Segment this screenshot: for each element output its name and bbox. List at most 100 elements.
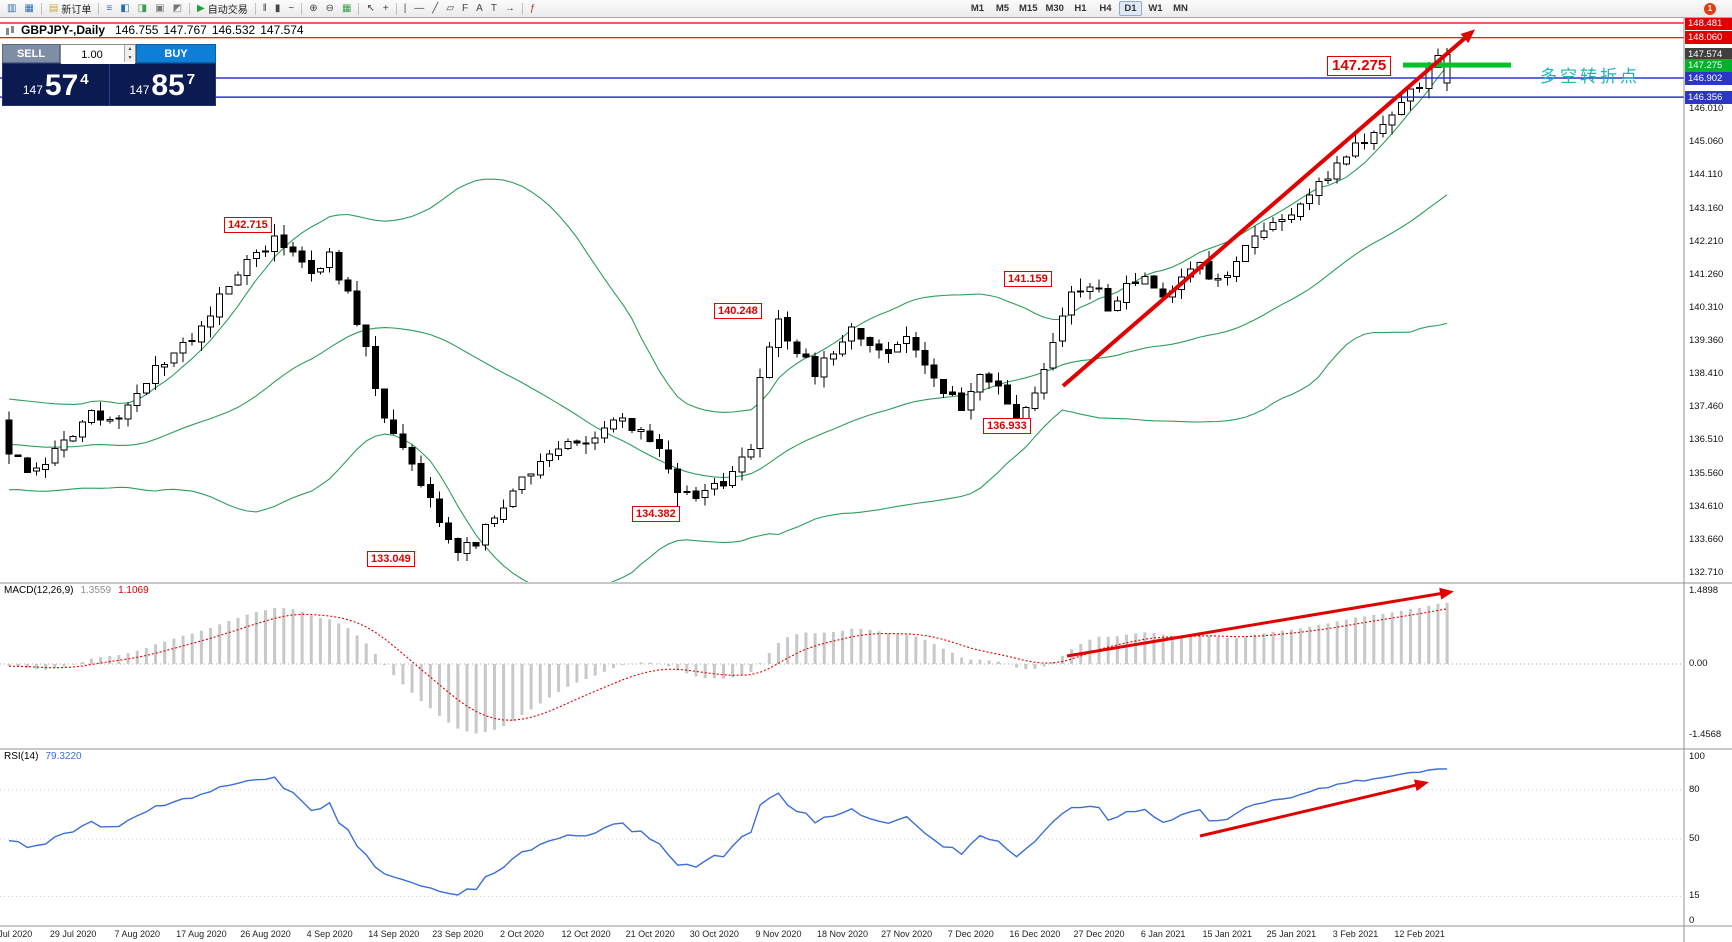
notification-badge[interactable]: 1	[1704, 3, 1716, 15]
data-window-button[interactable]: ◧	[116, 1, 133, 17]
navigator-button[interactable]: ◨	[134, 1, 151, 17]
timeframe-m5-button[interactable]: M5	[995, 3, 1010, 14]
candle	[454, 537, 462, 553]
candle	[509, 490, 517, 508]
price-annotation[interactable]: 134.382	[632, 506, 680, 522]
indicators-icon: ƒ	[529, 3, 536, 14]
new-order-button[interactable]: ▤ 新订单	[45, 1, 95, 17]
arrows-button[interactable]: →	[501, 1, 519, 17]
toolbar-separator	[358, 2, 360, 15]
bollinger-upper-band	[8, 65, 1448, 413]
candle	[1306, 194, 1314, 204]
terminal-button[interactable]: ▣	[151, 1, 168, 17]
timeframe-h1-button[interactable]: H1	[1074, 3, 1087, 14]
autotrading-button[interactable]: ▶ 自动交易	[193, 1, 252, 17]
candle	[371, 346, 379, 390]
price-level-green: 147.275	[1685, 58, 1732, 72]
indicators-button[interactable]: ƒ	[526, 1, 540, 17]
candle	[518, 476, 526, 491]
line-chart-button[interactable]: ~	[284, 1, 298, 17]
turning-point-text[interactable]: 多空转折点	[1540, 67, 1640, 86]
rsi-axis-tick: 100	[1689, 751, 1705, 762]
channel-button[interactable]: ▱	[442, 1, 458, 17]
crosshair-button[interactable]: +	[379, 1, 393, 17]
candle	[1150, 275, 1158, 289]
candle	[261, 250, 269, 253]
new-chart-button[interactable]: ▥	[3, 1, 20, 17]
timeframe-m15-button[interactable]: M15	[1019, 3, 1038, 14]
chart-window-icon: ▦	[24, 3, 34, 14]
price-level-blue: 146.902	[1685, 71, 1732, 85]
breakout-price-annotation[interactable]: 147.275	[1327, 56, 1392, 76]
sell-price-display[interactable]: 147 57 4	[3, 64, 109, 105]
timeframe-m30-button[interactable]: M30	[1045, 3, 1064, 14]
tile-windows-button[interactable]: ▦	[338, 1, 355, 17]
timeframe-h4-button[interactable]: H4	[1099, 3, 1112, 14]
chart-window-button[interactable]: ▦	[20, 1, 37, 17]
candle	[839, 341, 847, 355]
text-button[interactable]: A	[472, 1, 487, 17]
trend-arrow-macd[interactable]	[1066, 587, 1454, 658]
toolbar-separator	[521, 2, 523, 15]
candle	[1095, 287, 1103, 290]
price-level-current: 147.574	[1685, 48, 1732, 62]
strategy-tester-button[interactable]: ◩	[169, 1, 186, 17]
candle	[1223, 275, 1231, 279]
horizontal-line-button[interactable]: —	[410, 1, 428, 17]
price-annotation[interactable]: 136.933	[983, 418, 1031, 434]
candle	[683, 490, 691, 493]
market-watch-button[interactable]: ≡	[102, 1, 116, 17]
label-button[interactable]: T	[487, 1, 501, 17]
timeframe-d1-button[interactable]: D1	[1118, 1, 1142, 16]
cursor-button[interactable]: ↖	[362, 1, 378, 17]
vertical-line-icon: |	[403, 3, 407, 14]
candle	[1058, 315, 1066, 342]
volume-increase-button[interactable]: ▲	[125, 45, 135, 54]
zoom-out-button[interactable]: ⊖	[322, 1, 338, 17]
volume-field-wrap: ▲ ▼	[60, 44, 136, 64]
date-axis-label: 17 Aug 2020	[176, 929, 227, 939]
timeframe-mn-button[interactable]: MN	[1173, 3, 1188, 14]
volume-decrease-button[interactable]: ▼	[125, 53, 135, 62]
candlestick-button[interactable]: ▮	[271, 1, 285, 17]
macd-signal-value: 1.1069	[118, 585, 149, 596]
vertical-line-button[interactable]: |	[400, 1, 411, 17]
bar-chart-button[interactable]: ‖	[259, 1, 271, 17]
sell-button[interactable]: SELL	[2, 44, 60, 63]
macd-signal-line	[8, 608, 1448, 721]
price-annotation[interactable]: 142.715	[224, 217, 272, 233]
bollinger-middle-band	[8, 194, 1448, 479]
timeframe-m1-button[interactable]: M1	[970, 3, 985, 14]
date-axis-label: 26 Aug 2020	[240, 929, 291, 939]
candle	[1342, 156, 1350, 165]
price-annotation[interactable]: 141.159	[1004, 271, 1052, 287]
price-annotation[interactable]: 140.248	[714, 303, 762, 319]
buy-price-prefix: 147	[129, 83, 150, 97]
fibonacci-button[interactable]: F	[458, 1, 472, 17]
candle	[1141, 275, 1149, 285]
arrows-icon: →	[504, 3, 515, 14]
trend-arrow-rsi[interactable]	[1199, 779, 1429, 838]
navigator-icon: ◨	[137, 3, 148, 14]
price-axis-tick: 141.260	[1689, 268, 1724, 280]
strategy-tester-icon: ◩	[172, 3, 183, 14]
candle	[1104, 288, 1112, 312]
candle	[921, 349, 929, 366]
macd-axis-tick: 0.00	[1689, 658, 1708, 669]
timeframe-w1-button[interactable]: W1	[1148, 3, 1163, 14]
rsi-axis-tick: 80	[1689, 783, 1700, 795]
candle	[426, 484, 434, 498]
quote-divider	[108, 64, 110, 105]
price-annotation[interactable]: 133.049	[367, 551, 415, 567]
zoom-in-button[interactable]: ⊕	[305, 1, 321, 17]
buy-price-display[interactable]: 147 85 7	[110, 64, 216, 105]
trendline-button[interactable]: ╱	[428, 1, 442, 17]
trend-arrow-main[interactable]	[1061, 29, 1476, 388]
candle	[280, 234, 288, 249]
zoom-in-icon: ⊕	[309, 3, 318, 14]
green-breakout-segment[interactable]	[1403, 62, 1511, 68]
volume-input[interactable]	[61, 46, 135, 64]
chart-title: GBPJPY-,Daily 146.755 147.767 146.532 147.5…	[5, 23, 304, 37]
buy-button[interactable]: BUY	[136, 44, 216, 63]
candle	[60, 439, 68, 451]
